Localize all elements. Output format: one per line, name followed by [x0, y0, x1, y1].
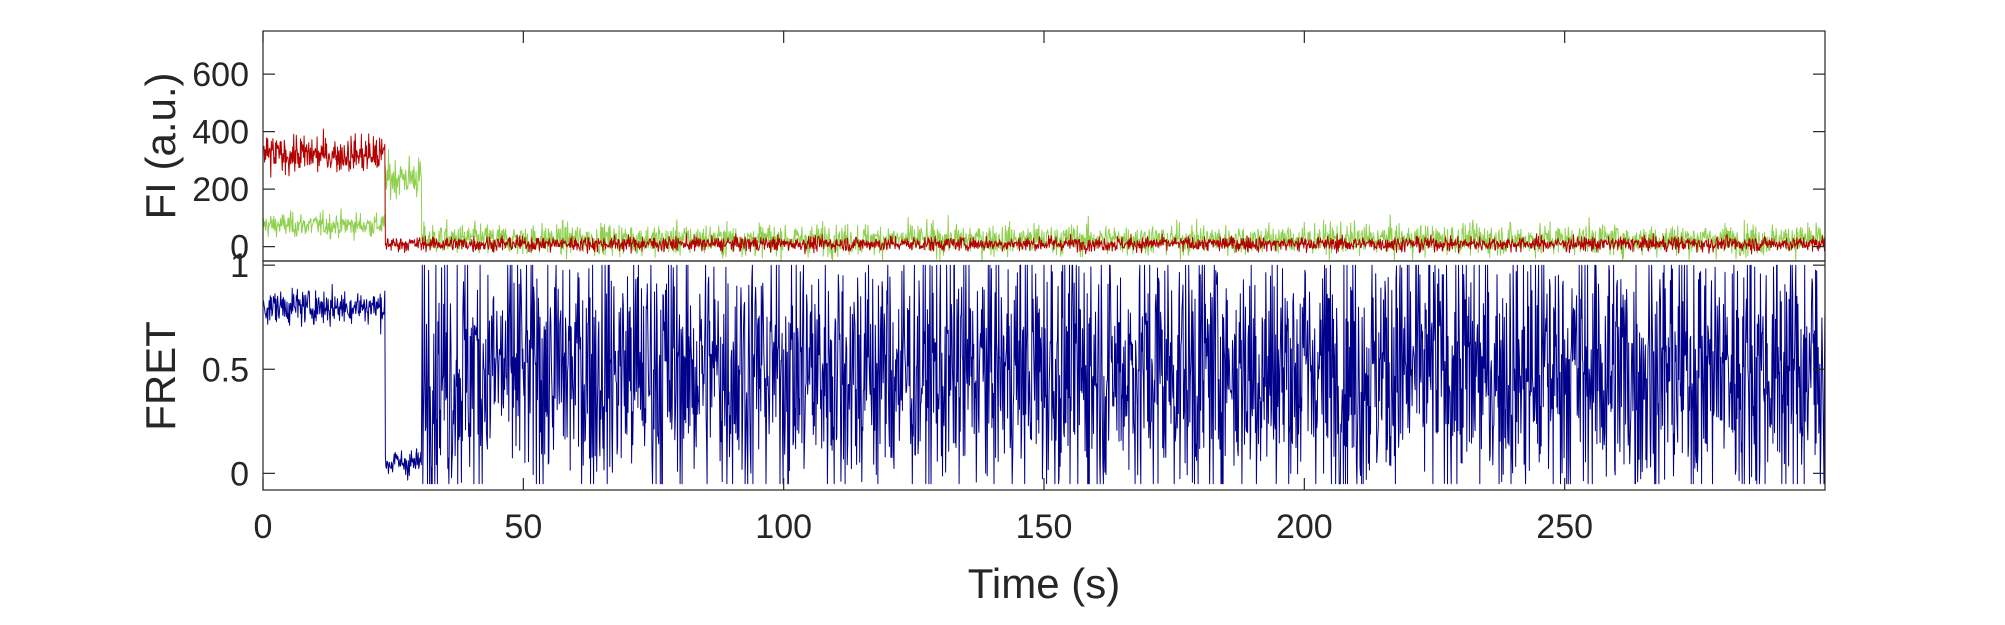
fluorescence-series-group	[263, 128, 1825, 261]
fret-efficiency-line	[263, 264, 1825, 485]
x-tick-label: 150	[1016, 508, 1073, 546]
fluorescence-panel: 0 200 400 600 FI (a.u.)	[137, 30, 1826, 267]
fluorescence-axes-frame	[262, 30, 1826, 262]
x-tick-label: 50	[504, 508, 542, 546]
fret-x-ticks: 0 50 100 150 200 250	[254, 31, 1593, 546]
x-tick-label: 0	[254, 508, 273, 546]
fret-panel: 00.51 0 50 100 150 200 250 FRET Time (s)	[137, 31, 1826, 607]
fret-y-axis-label: FRET	[137, 321, 184, 431]
fret-y-tick-label: 0.5	[202, 351, 249, 389]
fluorescence-y-ticks: 0 200 400 600	[192, 56, 1825, 267]
red-fluorescence-line	[263, 128, 1825, 255]
x-tick-label: 100	[755, 508, 812, 546]
fret-y-tick-label: 0	[230, 455, 249, 493]
fluorescence-y-tick-label: 600	[192, 56, 249, 94]
fluorescence-y-tick-label: 0	[230, 229, 249, 267]
fluorescence-y-tick-label: 200	[192, 171, 249, 209]
x-axis-label: Time (s)	[968, 560, 1120, 607]
fret-y-tick-label: 1	[230, 247, 249, 285]
x-tick-label: 200	[1276, 508, 1333, 546]
fret-series-group	[263, 264, 1825, 485]
x-tick-label: 250	[1536, 508, 1593, 546]
fluorescence-y-axis-label: FI (a.u.)	[137, 72, 184, 219]
fluorescence-y-tick-label: 400	[192, 114, 249, 152]
green-fluorescence-line	[263, 149, 1825, 261]
fret-y-ticks: 00.51	[202, 247, 1825, 493]
